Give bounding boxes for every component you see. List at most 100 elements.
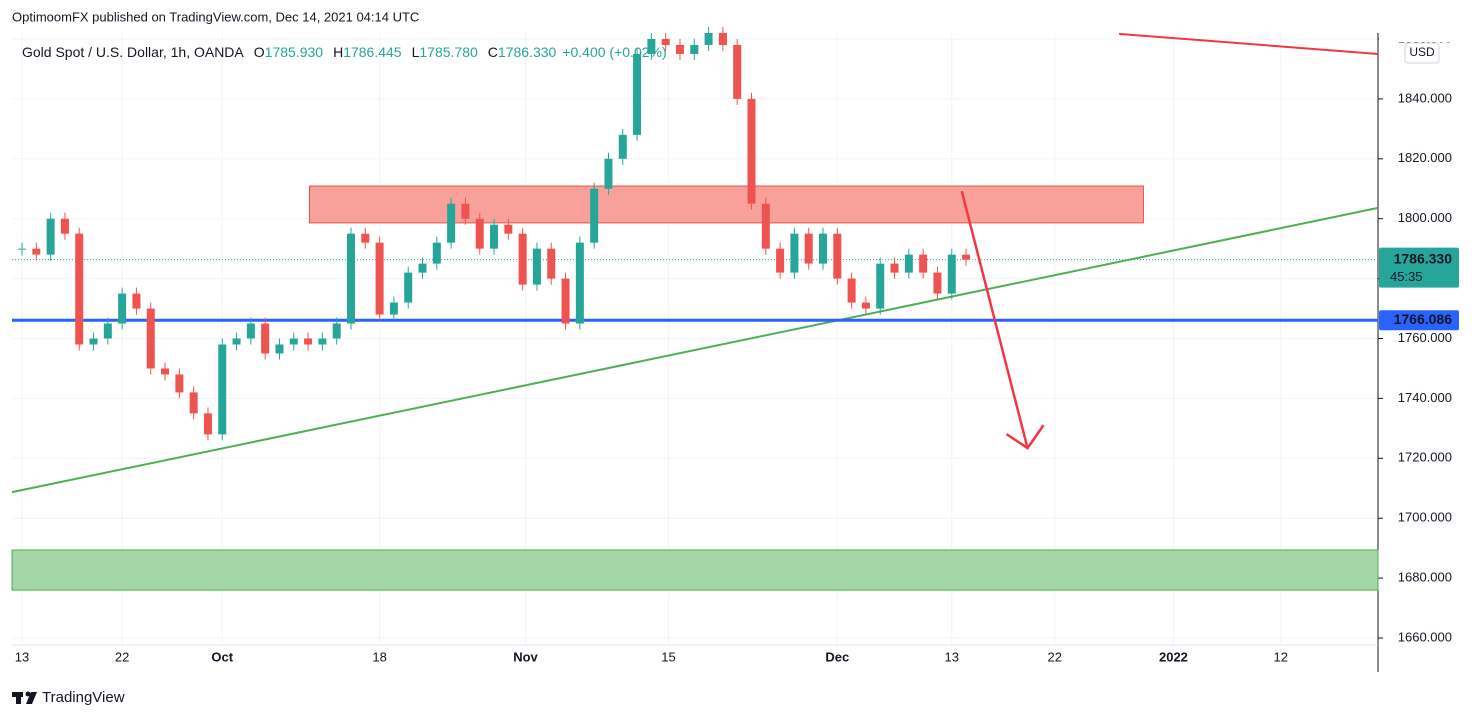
y-tick-label: 1660.000 bbox=[1398, 629, 1452, 644]
currency: USD bbox=[1409, 45, 1435, 59]
y-tick-label: 1680.000 bbox=[1398, 570, 1452, 585]
legend-change: +0.400 (+0.02%) bbox=[562, 44, 666, 60]
candle bbox=[75, 233, 84, 345]
candle bbox=[962, 254, 971, 260]
x-tick-label: Dec bbox=[825, 649, 849, 664]
candle bbox=[532, 248, 541, 285]
candle bbox=[847, 278, 856, 303]
tv-logo bbox=[12, 691, 37, 704]
candle bbox=[776, 248, 785, 273]
candle bbox=[690, 44, 699, 54]
candle bbox=[675, 44, 684, 54]
countdown: 45:35 bbox=[1390, 269, 1423, 284]
candle bbox=[890, 263, 899, 273]
candle bbox=[733, 44, 742, 99]
trendline bbox=[11, 206, 1379, 494]
candle bbox=[518, 233, 527, 285]
candle bbox=[89, 338, 98, 345]
candle bbox=[447, 203, 456, 243]
candle bbox=[189, 392, 198, 414]
y-tick-label: 1800.000 bbox=[1398, 210, 1452, 225]
x-tick-label: 13 bbox=[945, 649, 959, 664]
candle bbox=[919, 254, 928, 273]
x-tick-label: 18 bbox=[372, 649, 386, 664]
candle bbox=[633, 53, 642, 135]
candle bbox=[275, 344, 284, 354]
candle bbox=[561, 278, 570, 324]
y-tick-label: 1840.000 bbox=[1398, 90, 1452, 105]
candle bbox=[504, 224, 513, 234]
last-price-label: 1786.330 bbox=[1394, 250, 1453, 266]
x-tick-label: 22 bbox=[115, 649, 129, 664]
candle bbox=[804, 233, 813, 264]
legend: Gold Spot / U.S. Dollar, 1h, OANDA O1785.… bbox=[22, 44, 667, 60]
candle bbox=[432, 242, 441, 264]
legend-label: L bbox=[412, 44, 420, 60]
candle bbox=[590, 188, 599, 243]
brand: TradingView bbox=[42, 689, 125, 706]
legend-value: 1785.780 bbox=[419, 44, 478, 60]
candle bbox=[904, 254, 913, 273]
legend-value: 1785.930 bbox=[265, 44, 324, 60]
candle bbox=[761, 203, 770, 249]
candle bbox=[18, 248, 27, 250]
x-tick-label: Nov bbox=[513, 649, 538, 664]
published-line: OptimoomFX published on TradingView.com,… bbox=[12, 9, 419, 24]
candle bbox=[246, 323, 255, 339]
x-tick-label: 22 bbox=[1048, 649, 1062, 664]
candle bbox=[661, 38, 670, 45]
candle bbox=[604, 158, 613, 189]
y-tick-label: 1720.000 bbox=[1398, 450, 1452, 465]
candle bbox=[375, 242, 384, 315]
candle bbox=[132, 293, 141, 309]
candle bbox=[389, 302, 398, 315]
candle bbox=[361, 233, 370, 243]
candle bbox=[318, 338, 327, 345]
legend-label: H bbox=[333, 44, 343, 60]
candle bbox=[232, 338, 241, 345]
candle bbox=[790, 233, 799, 273]
candle bbox=[747, 98, 756, 204]
candle bbox=[304, 338, 313, 345]
candle bbox=[146, 308, 155, 369]
candle bbox=[819, 233, 828, 264]
axis-label-bg bbox=[1379, 30, 1478, 42]
candle bbox=[718, 33, 727, 45]
arrow bbox=[960, 190, 1029, 449]
candle bbox=[575, 242, 584, 324]
candle bbox=[876, 263, 885, 309]
candle bbox=[118, 293, 127, 324]
legend-symbol: Gold Spot / U.S. Dollar, 1h, OANDA bbox=[22, 44, 244, 60]
zone bbox=[309, 185, 1144, 224]
candle bbox=[933, 272, 942, 294]
candle bbox=[261, 323, 270, 354]
legend-label: C bbox=[488, 44, 498, 60]
candle bbox=[475, 218, 484, 249]
candle bbox=[461, 203, 470, 219]
zone bbox=[11, 549, 1379, 591]
candle bbox=[46, 218, 55, 255]
candle bbox=[547, 248, 556, 279]
arrow-head bbox=[1005, 424, 1045, 450]
candle bbox=[861, 302, 870, 309]
x-tick-label: 13 bbox=[15, 649, 29, 664]
candle bbox=[32, 248, 41, 255]
candle bbox=[418, 263, 427, 273]
candle bbox=[218, 344, 227, 435]
legend-value: 1786.330 bbox=[498, 44, 557, 60]
candle bbox=[704, 33, 713, 45]
candle bbox=[490, 224, 499, 249]
candle bbox=[332, 323, 341, 339]
level-box bbox=[1379, 310, 1459, 331]
x-tick-label: 12 bbox=[1274, 649, 1288, 664]
candle bbox=[947, 254, 956, 294]
candle bbox=[647, 38, 656, 54]
x-tick-label: 15 bbox=[661, 649, 675, 664]
x-tick-label: Oct bbox=[211, 649, 233, 664]
candle bbox=[289, 338, 298, 345]
candle bbox=[103, 323, 112, 339]
candle bbox=[618, 134, 627, 159]
candle bbox=[60, 218, 69, 234]
